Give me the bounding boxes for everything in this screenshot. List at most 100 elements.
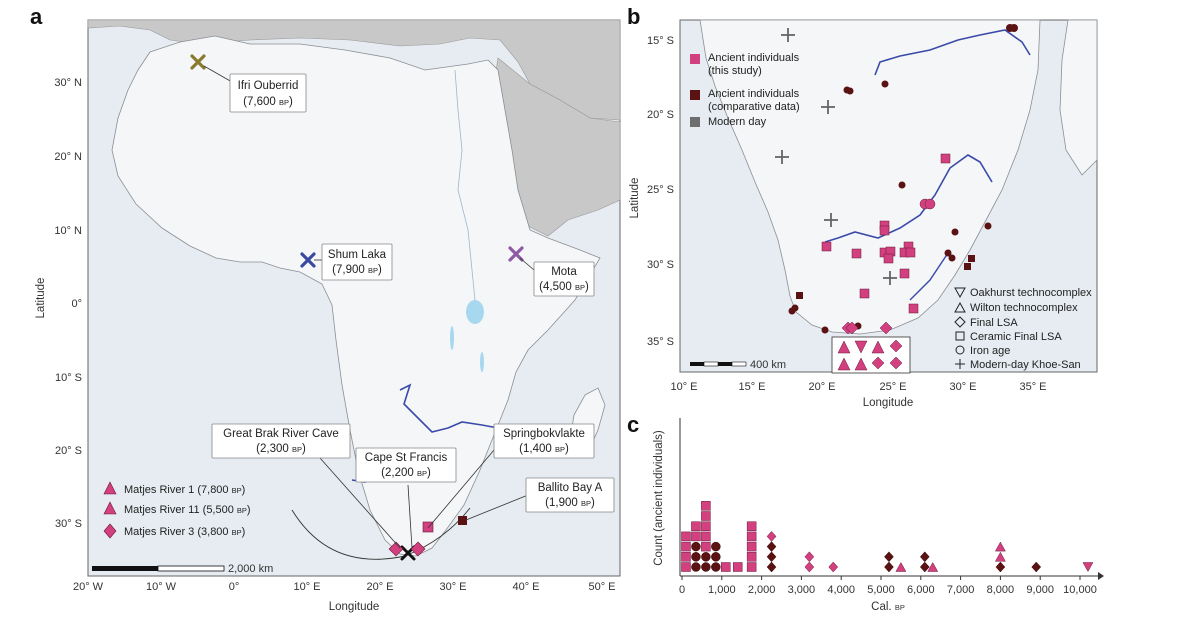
panel-a-ylabel: Latitude bbox=[35, 278, 47, 319]
svg-text:Cape St Francis: Cape St Francis bbox=[365, 452, 448, 464]
c-data-point-square bbox=[681, 531, 691, 542]
c-data-point-diamond bbox=[1031, 561, 1042, 573]
annotation-great-brak: Great Brak River Cave (2,300 BP) bbox=[211, 423, 351, 459]
x-tick-label: 5,000 bbox=[867, 584, 895, 596]
africa-land bbox=[111, 35, 601, 557]
c-data-point-circle bbox=[711, 541, 721, 552]
c-data-point-circle bbox=[701, 562, 711, 572]
x-tick: 10° E bbox=[670, 381, 697, 393]
panel-b-label: b bbox=[627, 4, 640, 29]
panel-a-y-ticks: 30° N 20° N 10° N 0° 10° S 20° S 30° S bbox=[54, 77, 82, 530]
panel-b-scale-bar: 400 km bbox=[690, 359, 786, 371]
panel-b-ylabel: Latitude bbox=[629, 178, 641, 219]
panel-b-shape-legend bbox=[954, 287, 966, 369]
x-tick-label: 0 bbox=[679, 584, 685, 596]
c-data-point-triangle bbox=[994, 541, 1006, 552]
legend-triangle-icon bbox=[103, 501, 117, 515]
legend-diamond-icon bbox=[954, 316, 966, 328]
svg-text:(1,400 BP): (1,400 BP) bbox=[519, 443, 569, 455]
c-data-point-diamond bbox=[766, 541, 777, 552]
x-tick-label: 9,000 bbox=[1026, 584, 1054, 596]
c-data-point-square bbox=[746, 541, 757, 552]
c-data-point-diamond bbox=[804, 551, 815, 563]
panel-b-map: 10° E 15° E 20° E 25° E 30° E 35° E 15° … bbox=[629, 19, 1098, 409]
panel-a-label: a bbox=[30, 4, 43, 29]
c-data-point-diamond bbox=[919, 551, 930, 563]
c-data-point-diamond bbox=[995, 561, 1006, 573]
svg-text:Modern day: Modern day bbox=[708, 116, 767, 128]
leader-lines bbox=[203, 65, 535, 549]
x-tick-label: 2,000 bbox=[748, 584, 776, 596]
svg-text:Ancient individuals: Ancient individuals bbox=[708, 88, 800, 100]
annotation-shum-laka: Shum Laka (7,900 BP) bbox=[321, 243, 393, 281]
svg-text:Springbokvlakte: Springbokvlakte bbox=[503, 428, 585, 440]
x-tick: 20° E bbox=[366, 581, 393, 593]
svg-text:Ifri Ouberrid: Ifri Ouberrid bbox=[238, 80, 299, 92]
site-marker-ballito-bay bbox=[458, 516, 467, 525]
x-tick-label: 4,000 bbox=[827, 584, 855, 596]
x-tick: 20° W bbox=[73, 581, 104, 593]
svg-text:(7,900 BP): (7,900 BP) bbox=[332, 264, 382, 276]
svg-text:Ballito Bay A: Ballito Bay A bbox=[538, 482, 603, 494]
c-data-point-diamond bbox=[919, 561, 930, 573]
legend-circle-icon bbox=[955, 345, 965, 355]
c-data-point-square bbox=[701, 511, 711, 521]
legend-triangle-icon bbox=[954, 301, 966, 313]
annotation-springbokvlakte: Springbokvlakte (1,400 BP) bbox=[493, 423, 595, 459]
c-data-point-circle bbox=[691, 562, 701, 572]
legend-square-icon bbox=[690, 117, 700, 127]
c-data-point-triangle bbox=[895, 561, 907, 572]
svg-text:Mota: Mota bbox=[551, 266, 577, 278]
c-data-point-square bbox=[746, 531, 757, 542]
c-data-point-square bbox=[746, 562, 757, 572]
c-data-point-square bbox=[701, 521, 711, 531]
y-tick: 30° N bbox=[54, 77, 82, 89]
c-data-point-diamond bbox=[766, 531, 777, 542]
svg-text:(2,200 BP): (2,200 BP) bbox=[381, 467, 431, 479]
river-zambezi-b bbox=[874, 29, 1031, 76]
panel-a-xlabel: Longitude bbox=[329, 601, 380, 613]
y-tick: 20° S bbox=[647, 109, 674, 121]
c-points bbox=[681, 501, 1094, 573]
x-tick: 15° E bbox=[738, 381, 765, 393]
c-x-axis-arrow bbox=[1098, 572, 1104, 580]
x-tick-label: 8,000 bbox=[987, 584, 1015, 596]
svg-text:(2,300 BP): (2,300 BP) bbox=[256, 443, 306, 455]
c-data-point-diamond bbox=[884, 551, 894, 563]
y-tick: 15° S bbox=[647, 35, 674, 47]
legend-square-icon bbox=[955, 331, 965, 341]
c-data-point-square bbox=[681, 552, 691, 562]
madagascar-land-b bbox=[1059, 19, 1098, 176]
svg-text:Modern-day Khoe-San: Modern-day Khoe-San bbox=[970, 359, 1081, 371]
panel-b-shape-legend-text: Oakhurst technocomplex Wilton technocomp… bbox=[970, 287, 1092, 371]
y-tick: 35° S bbox=[647, 336, 674, 348]
c-data-point-square bbox=[701, 531, 711, 542]
x-tick: 40° E bbox=[512, 581, 539, 593]
y-tick: 30° S bbox=[647, 259, 674, 271]
c-data-point-square bbox=[701, 541, 711, 552]
lake-malawi bbox=[480, 352, 484, 372]
c-data-point-diamond bbox=[884, 561, 894, 573]
x-tick: 10° E bbox=[293, 581, 320, 593]
panel-a-map: 20° W 10° W 0° 10° E 20° E 30° E 40° E 5… bbox=[35, 19, 621, 613]
c-data-point-circle bbox=[691, 552, 701, 562]
site-marker-springbokvlakte bbox=[422, 521, 434, 533]
y-tick: 10° S bbox=[55, 372, 82, 384]
c-data-point-square bbox=[681, 562, 691, 572]
c-data-point-circle bbox=[711, 552, 721, 562]
c-data-point-square bbox=[701, 501, 711, 511]
site-marker-great-brak bbox=[388, 541, 404, 557]
x-tick: 10° W bbox=[146, 581, 177, 593]
c-data-point-circle bbox=[691, 541, 701, 552]
river-zambezi bbox=[399, 383, 499, 433]
x-tick: 30° E bbox=[949, 381, 976, 393]
c-data-point-square bbox=[681, 541, 691, 552]
y-tick: 20° N bbox=[54, 151, 82, 163]
panel-c-chart: Count (ancient individuals) Cal. BP 0 1,0… bbox=[653, 418, 1104, 613]
scale-label: 2,000 km bbox=[228, 563, 273, 575]
x-tick-label: 1,000 bbox=[708, 584, 736, 596]
site-marker-cape-st-francis bbox=[410, 541, 426, 557]
x-tick-label: 3,000 bbox=[788, 584, 816, 596]
c-data-point-square bbox=[746, 521, 757, 531]
panel-b-color-legend: Ancient individuals (this study) Ancient… bbox=[690, 52, 800, 128]
